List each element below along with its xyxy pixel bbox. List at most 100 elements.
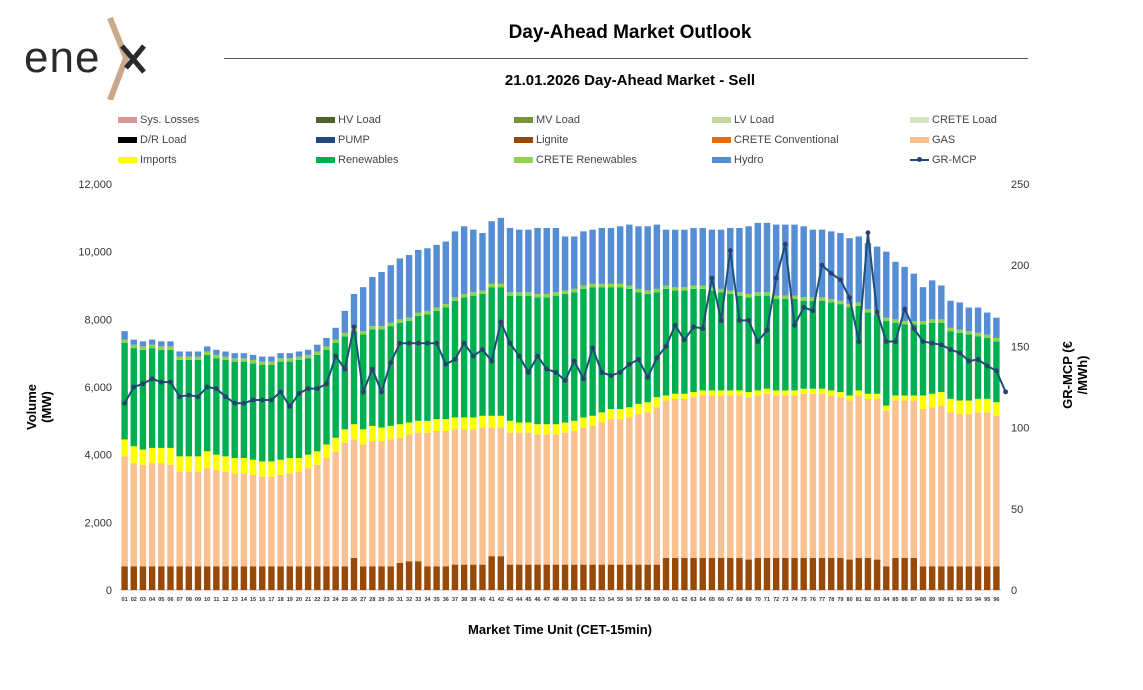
bar-crete-renewables-18	[277, 358, 284, 362]
bar-gas-26	[350, 439, 358, 558]
legend-label: Renewables	[338, 154, 399, 166]
bar-imports-64	[699, 390, 706, 396]
bar-hydro-45	[525, 229, 532, 293]
bar-lignite-78	[828, 557, 835, 590]
x-tick-label: 29	[378, 597, 384, 603]
x-tick-label: 09	[195, 597, 201, 603]
bar-gas-18	[277, 474, 284, 567]
x-tick-label: 90	[938, 597, 944, 603]
bar-crete-renewables-20	[295, 356, 303, 360]
bar-gas-38	[460, 429, 468, 565]
bar-crete-renewables-89	[928, 319, 936, 323]
bar-gas-66	[717, 395, 725, 558]
bar-gas-68	[736, 395, 743, 558]
bar-gas-09	[194, 471, 202, 567]
bar-gas-02	[130, 463, 137, 567]
bar-renewables-74	[791, 299, 798, 391]
bar-crete-renewables-88	[919, 321, 927, 325]
gr-mcp-point-63	[691, 324, 696, 330]
bar-imports-94	[974, 398, 982, 413]
gr-mcp-point-undefined	[1003, 389, 1008, 395]
gr-mcp-point-04	[149, 376, 155, 382]
bar-lignite-45	[525, 564, 532, 590]
bar-crete-renewables-63	[690, 285, 697, 289]
bar-imports-65	[708, 390, 716, 396]
legend-label: PUMP	[338, 134, 370, 146]
x-axis-label: Market Time Unit (CET-15min)	[468, 622, 652, 637]
bar-renewables-59	[653, 292, 661, 398]
x-tick-label: 95	[984, 597, 990, 603]
legend-swatch	[910, 137, 929, 143]
bar-imports-44	[515, 422, 523, 433]
bar-lignite-18	[277, 566, 284, 590]
bar-lignite-44	[515, 564, 523, 590]
bar-lignite-75	[800, 557, 807, 590]
legend-label: Lignite	[536, 134, 569, 146]
bar-gas-55	[616, 419, 624, 565]
bar-hydro-35	[433, 244, 440, 308]
x-tick-label: 28	[369, 597, 375, 603]
bar-renewables-18	[277, 361, 284, 460]
legend-item-d-r-load: D/R Load	[118, 134, 186, 146]
bar-gas-87	[910, 400, 918, 558]
bar-lignite-96	[993, 566, 1000, 590]
bar-hydro-62	[681, 229, 688, 288]
bar-lignite-02	[130, 566, 137, 590]
legend-label: Imports	[140, 154, 177, 166]
bar-hydro-10	[203, 346, 211, 352]
bar-crete-renewables-42	[497, 283, 505, 288]
gr-mcp-point-35	[434, 340, 440, 346]
x-tick-label: 92	[957, 597, 963, 603]
x-tick-label: 77	[819, 597, 825, 603]
bar-crete-renewables-93	[965, 331, 973, 335]
bar-crete-renewables-55	[616, 283, 624, 288]
bar-gas-69	[745, 397, 752, 560]
bar-imports-63	[690, 392, 697, 398]
bar-imports-26	[350, 424, 358, 440]
gr-mcp-point-85	[893, 339, 898, 344]
bar-hydro-23	[323, 337, 330, 347]
x-tick-label: 59	[654, 597, 660, 603]
bar-renewables-68	[736, 295, 743, 391]
bar-renewables-28	[369, 329, 376, 426]
bar-hydro-03	[139, 341, 147, 347]
bar-renewables-02	[130, 348, 137, 447]
gr-mcp-point-77	[819, 262, 825, 268]
bar-hydro-19	[286, 353, 293, 359]
bar-renewables-50	[571, 292, 578, 421]
bar-crete-renewables-49	[561, 290, 569, 294]
bar-lignite-40	[479, 564, 486, 590]
x-tick-label: 93	[966, 597, 972, 603]
x-tick-label: 94	[975, 597, 982, 603]
bar-hydro-88	[919, 287, 927, 322]
bar-lignite-03	[139, 566, 147, 590]
gr-mcp-point-90	[938, 342, 944, 348]
y2-tick-label: 250	[1011, 179, 1029, 191]
bar-imports-93	[965, 400, 973, 415]
bar-gas-83	[873, 398, 881, 560]
bar-hydro-31	[396, 258, 404, 320]
bar-hydro-27	[359, 287, 367, 332]
x-tick-label: 53	[599, 597, 605, 603]
bar-imports-96	[993, 402, 1000, 416]
x-tick-label: 14	[241, 597, 248, 603]
bar-hydro-76	[809, 229, 817, 298]
legend-swatch	[118, 137, 137, 143]
legend-item-crete-load: CRETE Load	[910, 114, 997, 126]
bar-imports-77	[818, 388, 826, 394]
bar-gas-89	[928, 407, 936, 567]
x-tick-label: 27	[360, 597, 366, 603]
bar-imports-91	[947, 398, 954, 413]
bar-lignite-10	[203, 566, 211, 590]
bar-renewables-57	[635, 292, 642, 404]
bar-hydro-71	[763, 222, 771, 293]
bar-gas-52	[589, 425, 596, 565]
bar-hydro-48	[552, 227, 560, 293]
bar-lignite-22	[314, 566, 321, 590]
bar-gas-75	[800, 393, 807, 558]
gr-mcp-point-03	[140, 381, 146, 387]
bar-renewables-72	[772, 299, 780, 391]
bar-lignite-95	[984, 566, 991, 590]
bar-lignite-20	[295, 566, 303, 590]
bar-hydro-28	[369, 277, 376, 327]
